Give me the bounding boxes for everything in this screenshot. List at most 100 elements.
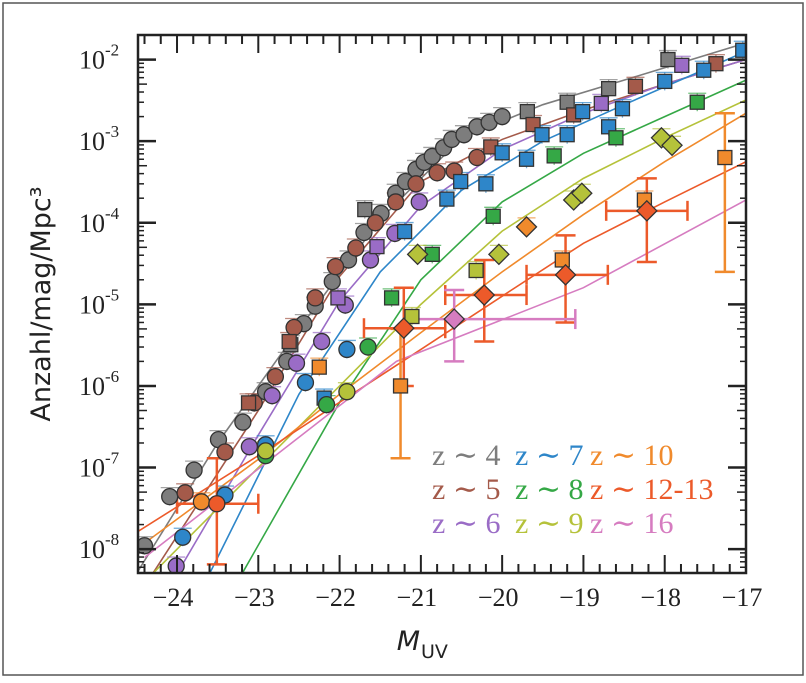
x-tick-label: −19 [559,583,600,612]
data-point-z8 [608,130,624,146]
y-tick-exponent: -5 [105,285,119,304]
data-point-z4 [493,107,511,126]
data-point-z6 [263,387,281,405]
y-tick-label: 10 [79,46,105,75]
y-tick-exponent: -8 [105,530,119,549]
data-point-z4 [423,147,441,166]
data-point-z5 [216,443,234,461]
data-point-z12-13 [635,199,658,222]
data-point-z10 [554,252,570,268]
data-point-z7 [453,173,469,190]
data-point-z6 [361,251,380,269]
data-point-z10 [717,149,733,166]
data-point-z5 [281,333,297,350]
data-point-z9 [661,134,683,157]
data-point-z7 [396,223,413,240]
data-point-z5 [285,318,303,337]
data-point-z7 [614,101,631,117]
data-point-z8 [359,338,377,356]
data-point-z5 [347,239,365,257]
data-point-z9 [468,262,484,279]
data-point-z7 [439,191,455,207]
data-point-z5 [240,395,257,411]
data-point-z8 [546,148,562,164]
tick-labels: −24 −23 −22 −21 −20 −19 −18 −1710-210-310-410-5… [79,41,762,612]
legend-entry: z ∼ 16 [590,507,673,540]
data-point-z9 [406,243,429,266]
data-point-z4 [559,94,575,110]
y-tick-exponent: -7 [105,449,120,468]
data-point-z10 [311,359,327,375]
data-point-z4 [355,223,373,242]
data-point-z5 [428,164,446,182]
data-point-z4 [323,272,341,291]
data-point-z7 [494,145,510,161]
y-tick-label: 10 [79,209,105,238]
data-point-z4 [455,126,473,144]
x-tick-label: −21 [397,583,438,612]
data-point-z7 [559,127,575,143]
legend-entry: z ∼ 5 [432,473,500,506]
data-point-z6 [240,438,259,456]
data-point-z6 [674,57,690,73]
y-axis-label: Anzahl/mag/Mpc³ [26,186,57,421]
axis-ticks [138,34,747,573]
data-point-z7 [174,528,192,546]
legend-entry: z ∼ 10 [590,439,673,472]
data-point-z9 [487,243,510,266]
y-tick-label: 10 [79,372,105,401]
data-point-z4 [519,103,535,120]
data-point-z9 [338,383,356,401]
data-point-z5 [306,289,324,307]
data-point-z5 [326,257,345,276]
data-point-z7 [478,176,494,192]
legend-entry: z ∼ 8 [515,473,583,506]
data-point-z6 [593,95,609,112]
data-point-z9 [404,308,420,325]
data-point-z5 [468,148,486,167]
legend-entry: z ∼ 7 [515,439,583,472]
x-tick-label: −22 [315,583,356,612]
data-point-z7 [338,340,356,359]
data-point-z12-13 [208,495,226,513]
data-point-z4 [660,51,676,68]
data-point-z12-13 [554,263,577,286]
x-tick-label: −20 [478,583,519,612]
y-tick-exponent: -3 [105,122,119,141]
data-point-z4 [161,487,179,506]
y-tick-label: 10 [79,290,105,319]
data-point-z7 [534,127,550,143]
data-point-z6 [287,354,306,372]
data-point-z5 [176,484,194,502]
x-tick-label: −18 [640,583,681,612]
legend: z ∼ 4z ∼ 5z ∼ 6z ∼ 7z ∼ 8z ∼ 9z ∼ 10z ∼ … [432,439,713,540]
y-tick-label: 10 [79,454,105,483]
data-point-z5 [387,193,405,211]
data-point-z4 [600,81,617,97]
legend-entry: z ∼ 9 [515,507,583,540]
data-point-z7 [296,373,315,392]
data-point-z8 [317,395,336,414]
x-tick-label: −24 [153,583,194,612]
data-point-z6 [410,193,428,211]
legend-entry: z ∼ 12-13 [590,473,713,506]
y-tick-label: 10 [79,127,105,156]
data-point-z9 [570,182,593,205]
data-point-z10 [392,378,409,394]
data-point-z6 [313,332,331,351]
data-point-z5 [366,214,384,232]
data-point-z16 [443,308,466,330]
data-point-z7 [518,151,535,167]
data-point-z8 [485,208,501,224]
data-point-z7 [574,103,591,120]
data-point-z5 [407,175,425,193]
x-tick-label: −23 [234,583,275,612]
y-tick-label: 10 [79,535,105,564]
data-point-z8 [689,94,705,110]
data-point-z8 [383,290,400,306]
data-point-z12-13 [392,317,415,340]
data-point-z10 [192,493,211,511]
y-tick-exponent: -2 [105,41,119,60]
